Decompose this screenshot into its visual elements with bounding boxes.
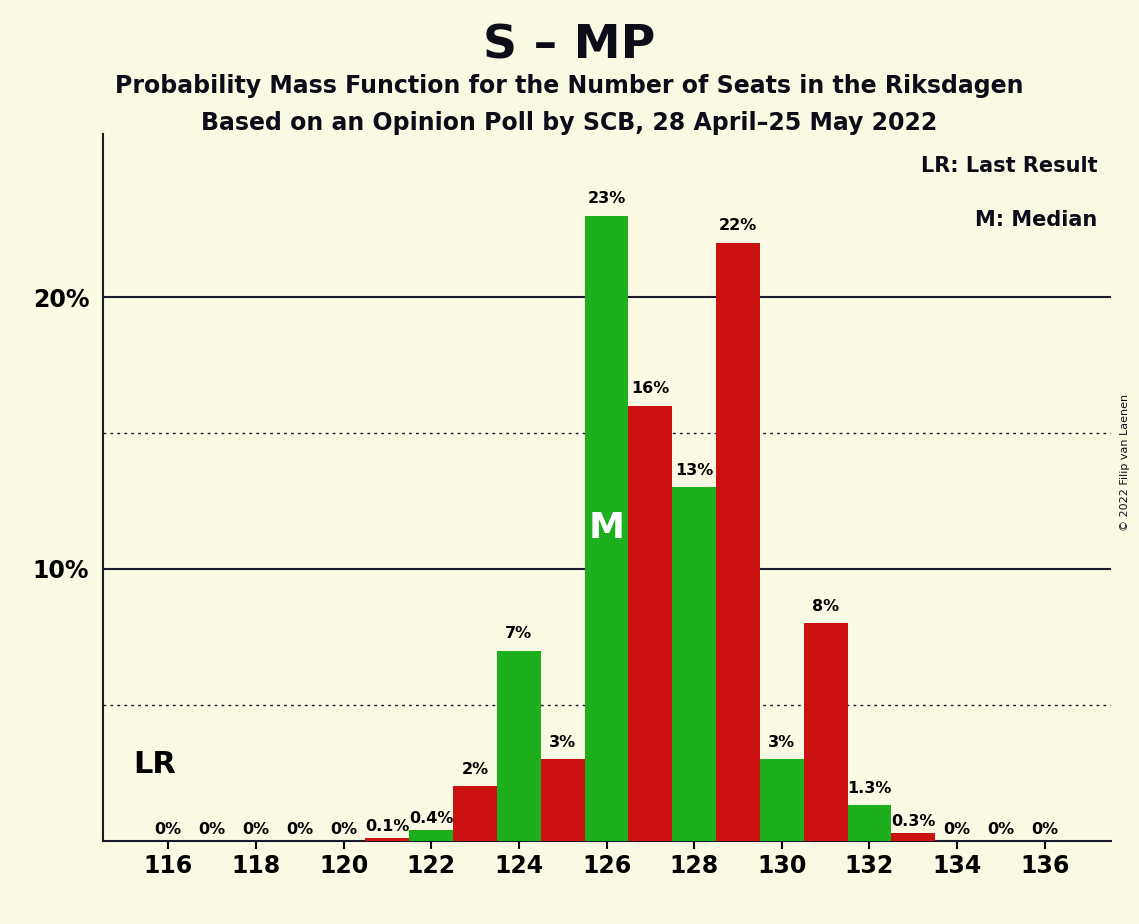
Text: 0.3%: 0.3% <box>891 814 935 829</box>
Bar <box>847 806 892 841</box>
Text: 22%: 22% <box>719 218 757 233</box>
Text: 0%: 0% <box>243 821 270 837</box>
Text: © 2022 Filip van Laenen: © 2022 Filip van Laenen <box>1121 394 1130 530</box>
Text: 23%: 23% <box>588 191 625 206</box>
Text: 3%: 3% <box>549 735 576 749</box>
Text: 7%: 7% <box>506 626 532 641</box>
Bar <box>366 838 409 841</box>
Bar <box>584 215 629 841</box>
Text: 0%: 0% <box>943 821 970 837</box>
Text: 0%: 0% <box>286 821 313 837</box>
Text: M: Median: M: Median <box>975 210 1097 230</box>
Text: LR: Last Result: LR: Last Result <box>920 156 1097 176</box>
Text: 0%: 0% <box>988 821 1015 837</box>
Text: 16%: 16% <box>631 382 670 396</box>
Text: 13%: 13% <box>675 463 713 478</box>
Bar <box>804 624 847 841</box>
Text: 2%: 2% <box>461 762 489 777</box>
Text: 8%: 8% <box>812 599 839 614</box>
Text: 0%: 0% <box>155 821 182 837</box>
Text: 1.3%: 1.3% <box>847 781 892 796</box>
Bar <box>716 243 760 841</box>
Text: 0.1%: 0.1% <box>366 819 410 834</box>
Bar <box>760 760 804 841</box>
Bar <box>497 650 541 841</box>
Bar <box>629 406 672 841</box>
Bar <box>409 830 453 841</box>
Text: Probability Mass Function for the Number of Seats in the Riksdagen: Probability Mass Function for the Number… <box>115 74 1024 98</box>
Text: M: M <box>589 511 624 545</box>
Bar <box>541 760 584 841</box>
Bar <box>453 786 497 841</box>
Text: 0%: 0% <box>198 821 226 837</box>
Bar <box>672 488 716 841</box>
Text: S – MP: S – MP <box>483 23 656 68</box>
Text: Based on an Opinion Poll by SCB, 28 April–25 May 2022: Based on an Opinion Poll by SCB, 28 Apri… <box>202 111 937 135</box>
Text: LR: LR <box>133 750 177 779</box>
Bar <box>892 833 935 841</box>
Text: 0.4%: 0.4% <box>409 811 453 826</box>
Text: 0%: 0% <box>330 821 358 837</box>
Text: 3%: 3% <box>769 735 795 749</box>
Text: 0%: 0% <box>1031 821 1058 837</box>
